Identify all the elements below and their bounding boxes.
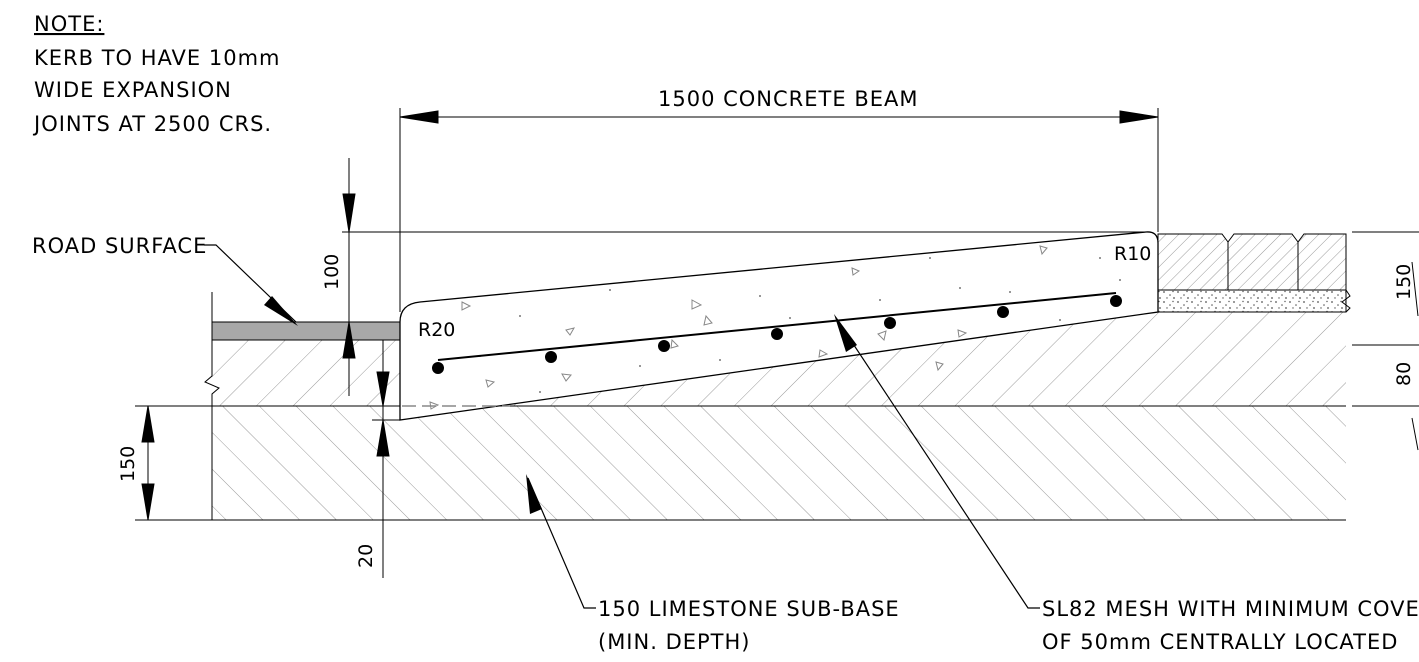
subbase-label-line-2: (MIN. DEPTH) bbox=[598, 630, 750, 654]
mesh-leader bbox=[834, 314, 1040, 609]
note-heading: NOTE: bbox=[34, 12, 104, 36]
subbase-label-line-1: 150 LIMESTONE SUB-BASE bbox=[598, 597, 900, 621]
paver-bed-label: 80 bbox=[1393, 362, 1415, 386]
radius-left-label: R20 bbox=[418, 319, 455, 341]
mesh-bars bbox=[432, 295, 1122, 374]
left-break-line bbox=[204, 292, 220, 520]
reinforcing-mesh bbox=[437, 292, 1117, 361]
subbase-depth-dimension bbox=[141, 405, 155, 521]
subbase-depth-label: 150 bbox=[117, 446, 139, 482]
beam-length-dimension bbox=[399, 108, 1159, 312]
kerb-upstand-label: 100 bbox=[321, 254, 343, 290]
road-surface-label: ROAD SURFACE bbox=[32, 234, 207, 258]
bedding-label: 20 bbox=[355, 544, 377, 568]
bedding-dimension bbox=[372, 340, 400, 578]
paver-blocks bbox=[1157, 233, 1347, 291]
mesh-label-line-1: SL82 MESH WITH MINIMUM COVER bbox=[1042, 597, 1419, 621]
paver-height-label: 150 bbox=[1393, 264, 1415, 300]
radius-right-label: R10 bbox=[1114, 243, 1151, 265]
paver-bedding-sand bbox=[1157, 289, 1347, 313]
kerb-upstand-dimension bbox=[342, 158, 356, 396]
limestone-subbase-layer bbox=[212, 406, 1346, 520]
road-surface-layer bbox=[211, 321, 401, 341]
mesh-label-line-2: OF 50mm CENTRALLY LOCATED bbox=[1042, 630, 1398, 654]
note-line-1: KERB TO HAVE 10mm bbox=[34, 46, 281, 70]
road-surface-leader bbox=[204, 244, 298, 326]
concrete-beam bbox=[399, 231, 1159, 421]
right-break-line bbox=[1341, 289, 1351, 313]
note-line-3: JOINTS AT 2500 CRS. bbox=[32, 112, 272, 136]
subbase-leader bbox=[526, 474, 596, 609]
note-line-2: WIDE EXPANSION bbox=[34, 78, 232, 102]
beam-length-label: 1500 CONCRETE BEAM bbox=[658, 87, 918, 111]
paver-dimensions bbox=[1352, 231, 1419, 451]
